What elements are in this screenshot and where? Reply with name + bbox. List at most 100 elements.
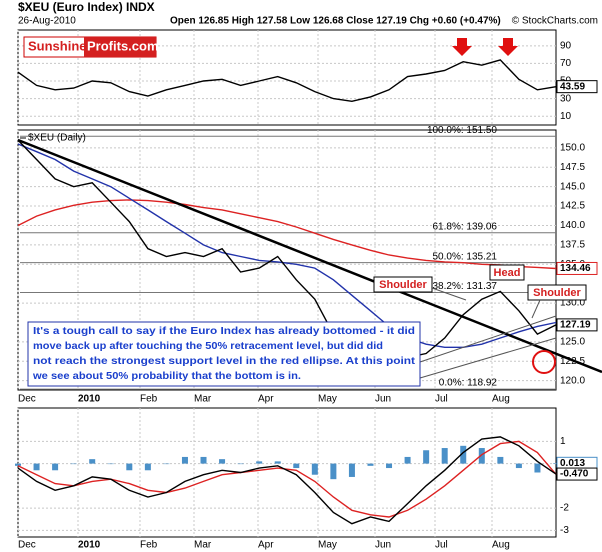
x-tick-label: Mar [194, 394, 212, 405]
histogram-bar [52, 463, 59, 471]
histogram-bar [441, 448, 448, 464]
y-tick-label: 130.0 [560, 298, 585, 309]
shoulder-label: Shoulder [533, 287, 581, 299]
title: $XEU (Euro Index) INDX [18, 0, 155, 14]
histogram-bar [311, 463, 318, 475]
x-tick-label: Apr [258, 540, 274, 551]
value-label: 134.46 [560, 263, 591, 274]
x-tick-label: Aug [492, 394, 510, 405]
histogram-bar [348, 463, 355, 477]
level-label: 100.0%: 151.50 [427, 125, 497, 136]
series-line [17, 199, 557, 270]
ellipse [532, 350, 556, 374]
channel-line [419, 315, 557, 363]
x-tick-label: Jul [435, 394, 448, 405]
label-box [373, 276, 433, 293]
comment-line: It's a tough call to say if the Euro Ind… [33, 325, 415, 337]
series-line [17, 59, 557, 103]
y-tick-label: 125.0 [560, 337, 585, 348]
histogram-bar [515, 463, 522, 469]
plots: 103050709043.59120.0122.5125.0130.0135.0… [15, 29, 598, 551]
histogram-bar [219, 459, 226, 464]
x-tick-label: 2010 [78, 540, 101, 551]
level-label: 38.2%: 131.37 [433, 281, 498, 292]
histogram-bar [330, 463, 337, 480]
x-tick-label: Mar [194, 540, 212, 551]
histogram-bar [553, 463, 559, 464]
histogram-bar [534, 463, 541, 473]
y-tick-label: 150.0 [560, 142, 585, 153]
x-tick-label: Feb [140, 394, 158, 405]
y-tick-label: 10 [560, 111, 572, 122]
x-tick-label: May [318, 540, 337, 551]
date: 26-Aug-2010 [18, 16, 76, 27]
value-box [556, 261, 598, 275]
value-box [556, 80, 598, 94]
panel-frame [17, 407, 557, 538]
comment-box [27, 321, 421, 387]
histogram-bar [274, 461, 281, 464]
series-line [17, 440, 557, 518]
channel-line [419, 337, 557, 379]
logo-fill [84, 37, 156, 57]
histogram-bar [386, 463, 393, 469]
x-tick-label: May [318, 394, 337, 405]
comment-line: we see about 50% probability that the bo… [32, 370, 301, 382]
histogram-bar [237, 463, 244, 465]
x-tick-label: Jun [375, 540, 391, 551]
level-label: 61.8%: 139.06 [433, 221, 498, 232]
histogram-bar [200, 456, 207, 464]
y-tick-label: -2 [560, 503, 569, 514]
histogram-bar [404, 456, 411, 464]
legend-label: $XEU (Daily) [28, 133, 86, 144]
x-tick-label: Jul [435, 540, 448, 551]
y-tick-label: 70 [560, 58, 572, 69]
overlay: Sunshine Profits.com Shoulder Head Shoul… [17, 36, 602, 387]
x-tick-label: Aug [492, 540, 510, 551]
histogram-bar [33, 463, 40, 471]
histogram-bar [15, 463, 21, 466]
y-tick-label: 147.5 [560, 162, 585, 173]
copyright: © StockCharts.com [512, 16, 598, 27]
y-tick-label: 1 [560, 436, 566, 447]
comment-line: move back up after touching the 50% retr… [33, 340, 383, 352]
logo-left: Sunshine [28, 38, 87, 53]
pointer [531, 299, 541, 319]
histogram-bar [181, 456, 188, 464]
x-tick-label: Dec [18, 540, 36, 551]
histogram-bar [163, 463, 170, 465]
y-tick-label: 140.0 [560, 220, 585, 231]
histogram-bar [460, 445, 467, 464]
x-tick-label: Apr [258, 394, 274, 405]
x-tick-label: Dec [18, 394, 36, 405]
level-label: 50.0%: 135.21 [433, 251, 498, 262]
value-label: 127.19 [560, 320, 591, 331]
histogram-bar [423, 450, 430, 464]
y-tick-label: 142.5 [560, 201, 585, 212]
histogram-bar [70, 463, 77, 465]
histogram-bar [126, 463, 133, 471]
series-line [17, 139, 557, 386]
histogram-bar [89, 459, 96, 464]
y-tick-label: 120.0 [560, 375, 585, 386]
arrow [452, 38, 472, 56]
y-tick-label: 90 [560, 40, 572, 51]
value-label: -0.470 [560, 469, 589, 480]
value-box [556, 318, 598, 332]
label-box [527, 284, 587, 301]
value-label: 43.59 [560, 81, 585, 92]
head-label: Head [494, 267, 521, 279]
y-tick-label: 137.5 [560, 240, 585, 251]
value-box [556, 467, 598, 481]
logo-right: Profits.com [87, 38, 159, 53]
value-label: 0.013 [560, 458, 585, 469]
series-line [17, 436, 557, 525]
shoulder-label: Shoulder [379, 279, 427, 291]
histogram-bar [367, 463, 374, 466]
histogram-bar [107, 463, 114, 465]
label-box [489, 264, 525, 281]
y-tick-label: -3 [560, 525, 569, 536]
x-tick-label: Feb [140, 540, 158, 551]
